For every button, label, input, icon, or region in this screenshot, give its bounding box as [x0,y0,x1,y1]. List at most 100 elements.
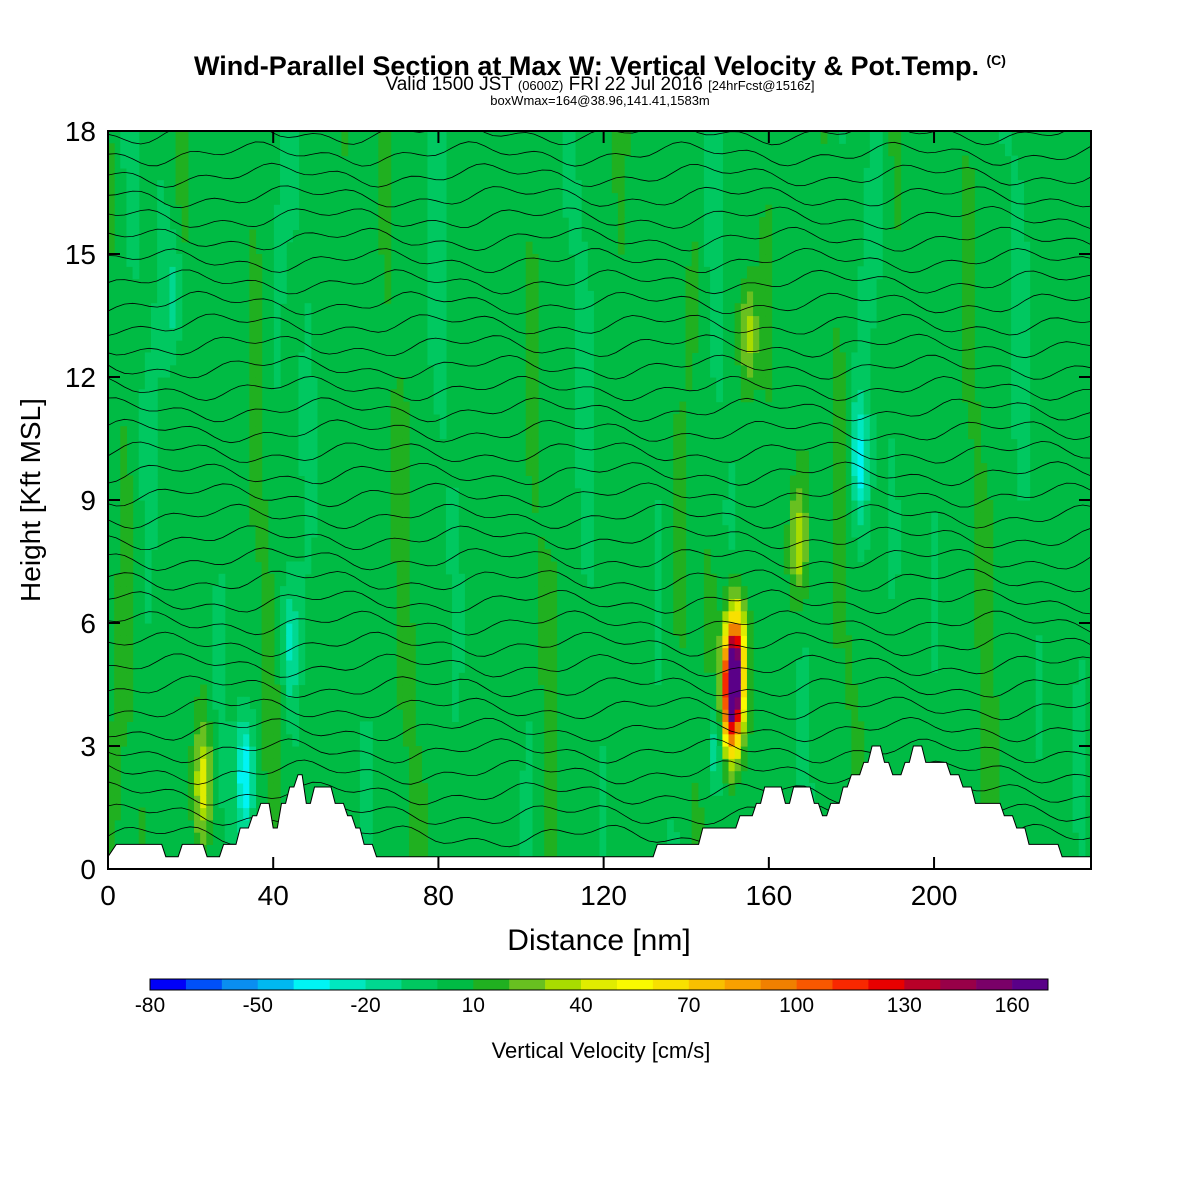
field-cell [587,377,594,390]
field-cell [796,450,803,464]
field-cell [857,426,865,440]
field-cell [126,500,134,513]
field-cell [568,192,576,206]
field-cell [273,241,281,255]
field-cell [366,733,373,747]
field-cell [789,487,797,501]
field-cell [175,155,183,169]
field-cell [722,623,730,636]
field-cell [716,290,723,304]
field-cell [267,721,275,735]
field-cell [120,438,128,452]
field-cell [181,229,189,243]
field-cell [273,315,281,329]
field-cell [722,647,730,661]
field-cell [427,229,435,243]
field-cell [249,782,257,796]
field-cell [273,217,281,230]
field-cell [230,758,238,772]
field-cell [765,266,773,280]
field-cell [869,229,877,243]
field-cell [961,180,969,194]
field-cell [415,770,422,784]
field-cell [734,327,742,341]
valid-prefix: Valid 1500 JST [385,74,513,95]
field-cell [789,598,797,612]
field-cell [544,844,551,858]
field-cell [273,303,281,317]
field-cell [151,438,158,452]
field-cell [869,217,877,230]
colorbar-tick-label: 130 [887,994,922,1017]
field-cell [304,413,312,427]
field-cell [716,672,723,686]
field-cell [863,389,871,403]
field-cell [402,487,410,501]
field-cell [722,709,730,722]
field-cell [273,340,281,353]
field-cell [734,303,742,317]
field-cell [968,241,975,255]
field-cell [531,475,539,489]
field-cell [267,709,275,722]
field-cell [802,573,809,587]
field-cell [396,561,404,575]
field-cell [292,217,300,230]
field-cell [550,782,558,796]
field-cell [280,229,287,243]
field-cell [132,131,140,144]
field-cell [427,327,435,341]
field-cell [857,389,865,403]
field-cell [759,364,766,378]
field-cell [716,180,723,194]
field-cell [181,167,189,181]
isentrope-line [108,716,1091,743]
field-cell [206,770,214,784]
field-cell [310,512,318,526]
field-cell [654,586,662,599]
field-cell [1011,352,1018,366]
field-cell [433,180,441,194]
field-cell [888,143,895,157]
field-cell [200,819,207,833]
field-cell [261,500,269,513]
x-axis: 0 40 80 120 160 200 [100,131,957,911]
field-cell [974,450,982,464]
field-cell [1078,770,1086,784]
field-cell [722,770,730,784]
field-cell [765,377,773,390]
field-cell [402,647,410,661]
field-cell [1072,696,1080,710]
field-cell [538,647,545,661]
field-cell [206,795,214,809]
field-cell [832,524,840,538]
field-cell [746,278,754,292]
field-cell [832,340,840,353]
field-cell [304,377,312,390]
field-cell [409,623,416,636]
field-cell [740,364,748,378]
field-cell [716,266,723,280]
field-cell [968,352,975,366]
field-cell [691,327,699,341]
field-cell [673,450,680,464]
field-cell [194,733,201,747]
field-cell [544,635,551,649]
field-cell [384,180,392,194]
field-cell [261,598,269,612]
field-cell [740,696,748,710]
y-tick-label: 9 [80,485,96,516]
field-cell [114,573,121,587]
field-cell [525,401,533,415]
field-cell [243,746,250,759]
field-cell [703,254,711,267]
field-cell [728,598,736,612]
y-axis-label: Height [Kft MSL] [15,398,46,602]
y-tick-label: 15 [65,239,96,270]
field-cell [212,610,220,624]
field-cell [968,217,975,230]
field-cell [249,340,257,353]
field-cell [581,254,588,267]
field-cell [974,549,982,563]
field-cell [525,807,533,821]
